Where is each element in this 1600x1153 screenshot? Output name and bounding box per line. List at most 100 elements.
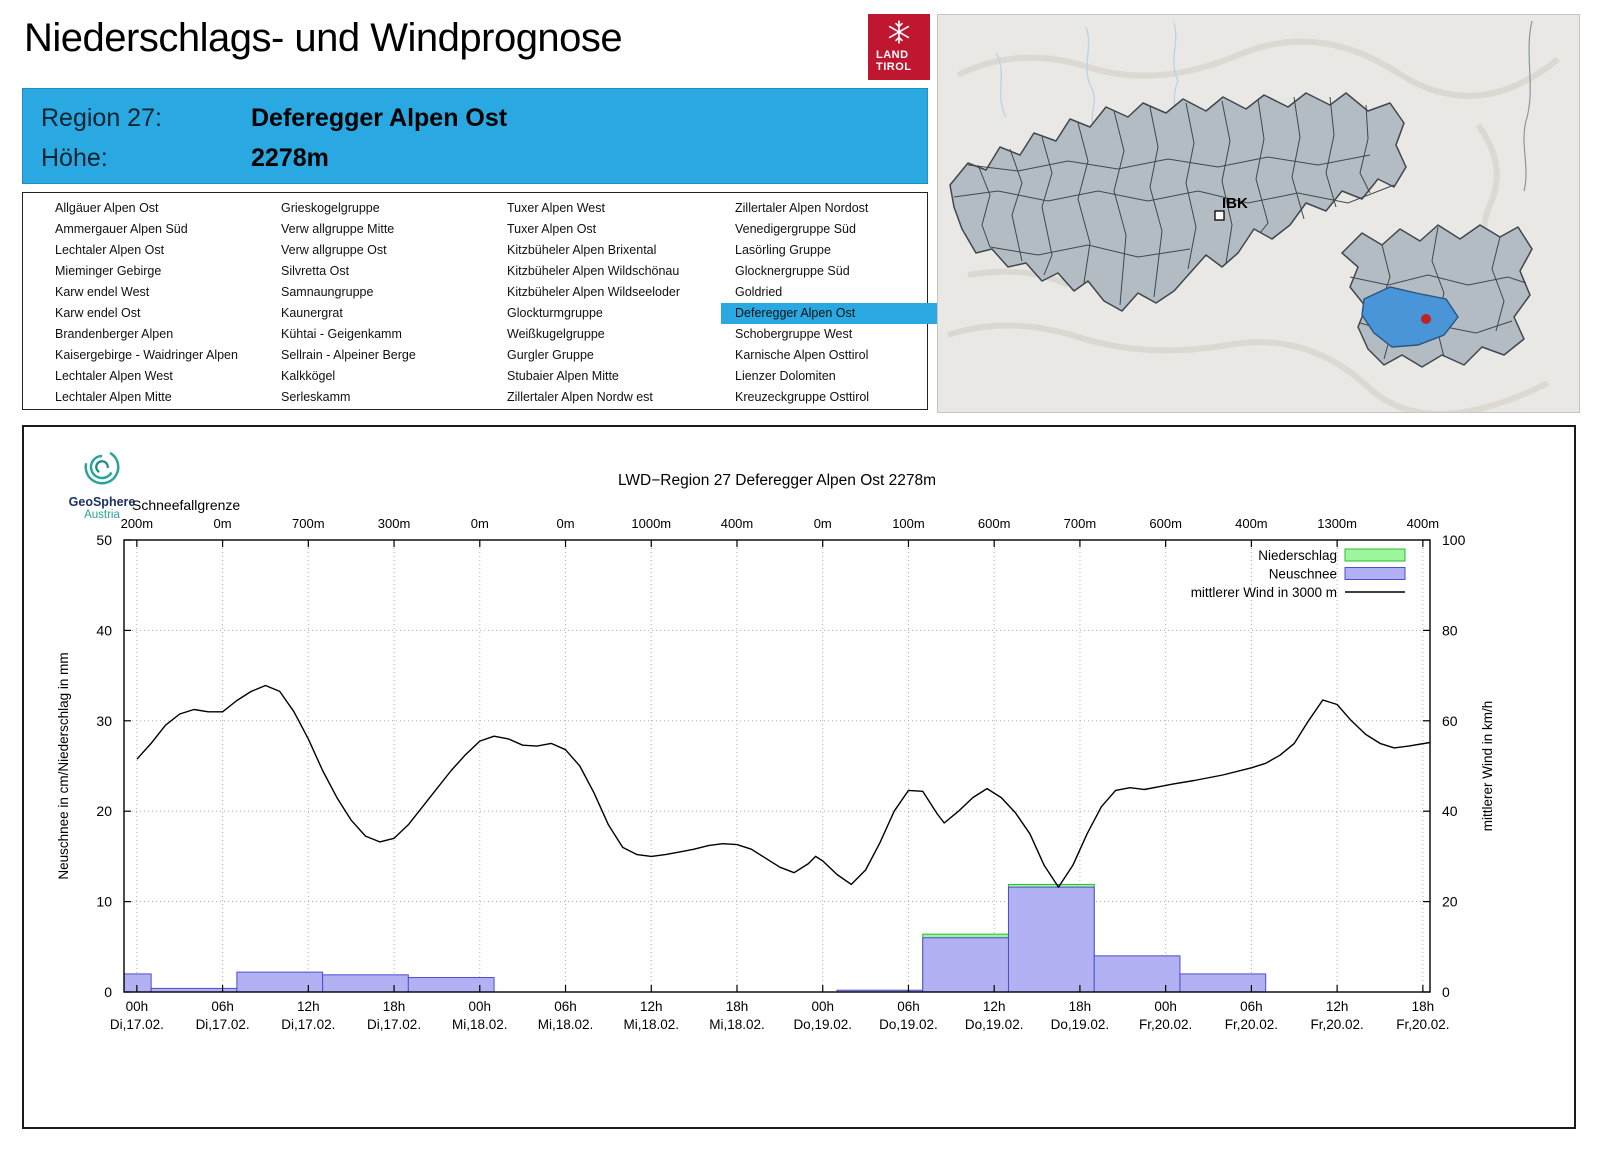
svg-text:12h: 12h — [640, 999, 663, 1014]
region-list-item[interactable]: Kitzbüheler Alpen Brixental — [507, 243, 657, 257]
geosphere-sub: Austria — [84, 509, 120, 521]
ibk-label: IBK — [1222, 195, 1248, 212]
region-list-item[interactable]: Zillertaler Alpen Nordw est — [507, 390, 653, 404]
svg-text:40: 40 — [1442, 803, 1458, 819]
region-list-item[interactable]: Sellrain - Alpeiner Berge — [281, 348, 416, 362]
geosphere-wordmark: GeoSphere — [68, 495, 136, 509]
region-list-item[interactable]: Zillertaler Alpen Nordost — [735, 201, 869, 215]
region-list-item[interactable]: Weißkugelgruppe — [507, 327, 605, 341]
svg-text:0: 0 — [104, 984, 112, 1000]
region-list-item[interactable]: Goldried — [735, 285, 783, 299]
page-title: Niederschlags- und Windprognose — [24, 16, 623, 60]
region-list-item[interactable]: Kreuzeckgruppe Osttirol — [735, 390, 870, 404]
svg-text:06h: 06h — [897, 999, 920, 1014]
region-list-item[interactable]: Samnaungruppe — [281, 285, 374, 299]
svg-text:Di,17.02.: Di,17.02. — [196, 1017, 250, 1032]
svg-text:0m: 0m — [471, 516, 489, 531]
land-tirol-logo: LAND TIROL — [868, 14, 930, 80]
svg-text:00h: 00h — [126, 999, 149, 1014]
region-name: Deferegger Alpen Ost — [251, 103, 508, 132]
tirol-map[interactable]: IBK — [937, 14, 1580, 413]
region-list-item[interactable]: Ammergauer Alpen Süd — [55, 222, 188, 236]
svg-text:Schneefallgrenze: Schneefallgrenze — [132, 497, 240, 513]
svg-text:Neuschnee in cm/Niederschlag i: Neuschnee in cm/Niederschlag in mm — [56, 652, 71, 879]
svg-text:700m: 700m — [292, 516, 325, 531]
selected-region-highlight[interactable] — [1361, 286, 1459, 348]
region-list-item[interactable]: Grieskogelgruppe — [281, 201, 380, 215]
region-list-item[interactable]: Karw endel Ost — [55, 306, 141, 320]
region-list-item[interactable]: Lechtaler Alpen West — [55, 369, 173, 383]
forecast-chart: 00hDi,17.02.200m06hDi,17.02.0m12hDi,17.0… — [56, 472, 1495, 1032]
svg-text:Mi,18.02.: Mi,18.02. — [709, 1017, 765, 1032]
region-list-item[interactable]: Kalkkögel — [281, 369, 336, 383]
svg-text:00h: 00h — [469, 999, 492, 1014]
land-tirol-wordmark: LAND TIROL — [876, 49, 912, 73]
region-list-item[interactable]: Kaisergebirge - Waidringer Alpen — [55, 348, 238, 362]
svg-text:Mi,18.02.: Mi,18.02. — [452, 1017, 508, 1032]
svg-text:Di,17.02.: Di,17.02. — [281, 1017, 335, 1032]
svg-text:18h: 18h — [726, 999, 749, 1014]
region-number-label: Region 27: — [41, 103, 162, 132]
svg-text:100: 100 — [1442, 532, 1466, 548]
region-list-item[interactable]: Gurgler Gruppe — [507, 348, 594, 362]
geosphere-icon — [84, 449, 120, 485]
region-list-item[interactable]: Glockturmgruppe — [507, 306, 603, 320]
region-list-item[interactable]: Venedigergruppe Süd — [735, 222, 856, 236]
altitude-value: 2278m — [251, 143, 329, 172]
region-list-item[interactable]: Serleskamm — [281, 390, 351, 404]
svg-text:Do,19.02.: Do,19.02. — [879, 1017, 938, 1032]
svg-text:Mi,18.02.: Mi,18.02. — [538, 1017, 594, 1032]
region-list-item[interactable]: Lienzer Dolomiten — [735, 369, 836, 383]
region-list-item[interactable]: Tuxer Alpen Ost — [507, 222, 597, 236]
region-list-item[interactable]: Allgäuer Alpen Ost — [55, 201, 159, 215]
region-list-item[interactable]: Kitzbüheler Alpen Wildseeloder — [507, 285, 681, 299]
svg-text:100m: 100m — [892, 516, 925, 531]
svg-text:1000m: 1000m — [631, 516, 671, 531]
region-list-item[interactable]: Brandenberger Alpen — [55, 327, 174, 341]
region-header: Region 27: Deferegger Alpen Ost Höhe: 22… — [22, 88, 928, 184]
chart-panel: 00h Di,17.02. 200m 06h Di,17.02. 0m 12h Di,17.0… — [22, 425, 1576, 1129]
region-list-item[interactable]: Lasörling Gruppe — [735, 243, 831, 257]
altitude-label: Höhe: — [41, 143, 108, 172]
svg-text:00h: 00h — [811, 999, 834, 1014]
region-list-column: Tuxer Alpen West Tuxer Alpen Ost Kitzbühel… — [493, 198, 717, 408]
region-list-item[interactable]: Mieminger Gebirge — [55, 264, 162, 278]
region-list-item[interactable]: Kaunergrat — [281, 306, 343, 320]
svg-text:06h: 06h — [211, 999, 234, 1014]
region-list-item[interactable]: Schobergruppe West — [735, 327, 853, 341]
svg-text:600m: 600m — [978, 516, 1011, 531]
region-list-item[interactable]: Kühtai - Geigenkamm — [281, 327, 402, 341]
region-list-item[interactable]: Kitzbüheler Alpen Wildschönau — [507, 264, 680, 278]
region-list-item[interactable]: Karw endel West — [55, 285, 150, 299]
north-tirol-regions — [949, 92, 1407, 312]
region-list-item[interactable]: Stubaier Alpen Mitte — [507, 369, 619, 383]
region-list-item[interactable]: Tuxer Alpen West — [507, 201, 605, 215]
svg-text:80: 80 — [1442, 622, 1458, 638]
svg-text:200m: 200m — [121, 516, 154, 531]
svg-text:0m: 0m — [214, 516, 232, 531]
region-list-item-selected[interactable]: Deferegger Alpen Ost — [721, 303, 950, 324]
svg-text:400m: 400m — [721, 516, 754, 531]
region-list-item[interactable]: Lechtaler Alpen Mitte — [55, 390, 172, 404]
region-list-item[interactable]: Karnische Alpen Osttirol — [735, 348, 869, 362]
region-list-item[interactable]: Silvretta Ost — [281, 264, 350, 278]
svg-text:50: 50 — [96, 532, 112, 548]
region-list-item[interactable]: Glocknergruppe Süd — [735, 264, 850, 278]
svg-text:30: 30 — [96, 713, 112, 729]
svg-text:06h: 06h — [554, 999, 577, 1014]
svg-text:12h: 12h — [297, 999, 320, 1014]
svg-text:400m: 400m — [1407, 516, 1440, 531]
region-list-item[interactable]: Verw allgruppe Ost — [281, 243, 387, 257]
region-list-column: Zillertaler Alpen Nordost Venedigergruppe… — [721, 198, 950, 408]
svg-text:600m: 600m — [1149, 516, 1182, 531]
svg-text:Mi,18.02.: Mi,18.02. — [623, 1017, 679, 1032]
region-list-item[interactable]: Lechtaler Alpen Ost — [55, 243, 165, 257]
station-dot — [1421, 314, 1431, 324]
region-list: Allgäuer Alpen Ost Ammergauer Alpen Süd Le… — [22, 192, 950, 410]
svg-text:Fr,20.02.: Fr,20.02. — [1310, 1017, 1363, 1032]
svg-text:400m: 400m — [1235, 516, 1268, 531]
region-list-item[interactable]: Verw allgruppe Mitte — [281, 222, 395, 236]
svg-text:Niederschlag: Niederschlag — [1258, 548, 1337, 563]
ibk-marker-square — [1214, 210, 1225, 221]
